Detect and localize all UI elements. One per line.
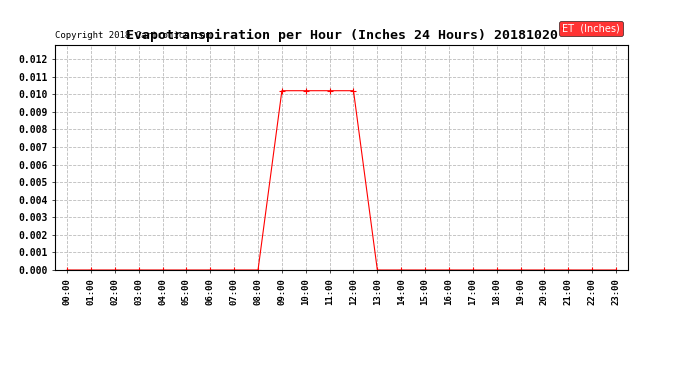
Text: Copyright 2018 Cartronics.com: Copyright 2018 Cartronics.com xyxy=(55,32,211,40)
Legend: ET  (Inches): ET (Inches) xyxy=(560,21,623,36)
Title: Evapotranspiration per Hour (Inches 24 Hours) 20181020: Evapotranspiration per Hour (Inches 24 H… xyxy=(126,29,558,42)
